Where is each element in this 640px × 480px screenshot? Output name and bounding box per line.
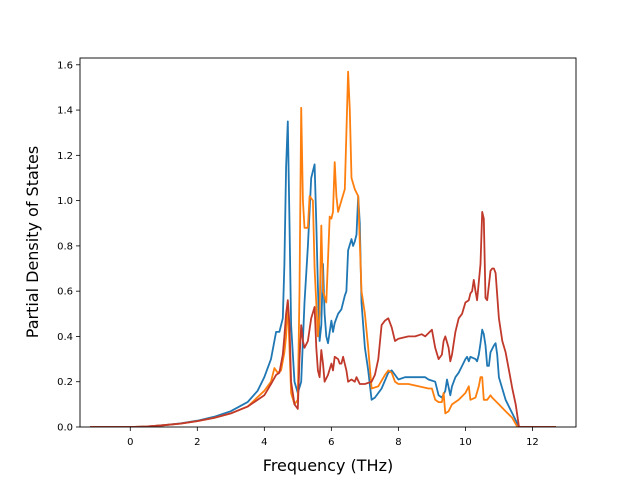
y-tick-label: 0.6 — [57, 287, 73, 298]
series-line-3 — [90, 211, 556, 427]
x-axis-ticks: 0 2 4 6 8 10 12 — [127, 427, 539, 448]
x-tick-label: 8 — [395, 437, 401, 448]
x-tick-label: 10 — [459, 437, 472, 448]
x-axis-label: Frequency (THz) — [263, 456, 393, 475]
x-tick-label: 0 — [127, 437, 133, 448]
plot-border — [79, 57, 577, 428]
x-tick-label: 6 — [328, 437, 334, 448]
series-lines — [90, 70, 556, 427]
y-tick-label: 0.2 — [57, 377, 73, 388]
y-tick-label: 1.4 — [57, 106, 73, 117]
x-tick-label: 2 — [194, 437, 200, 448]
y-tick-label: 0.8 — [57, 241, 73, 252]
y-tick-label: 0.4 — [57, 332, 73, 343]
y-axis-ticks: 0.0 0.2 0.4 0.6 0.8 1.0 1.2 1.4 1.6 — [57, 60, 80, 434]
y-tick-label: 0.0 — [57, 423, 73, 434]
x-tick-label: 4 — [261, 437, 267, 448]
axes-frame — [79, 57, 577, 428]
y-axis-label: Partial Density of States — [23, 146, 42, 338]
y-tick-label: 1.6 — [57, 60, 73, 71]
y-tick-label: 1.2 — [57, 151, 73, 162]
y-tick-label: 1.0 — [57, 196, 73, 207]
series-line-2 — [90, 70, 556, 427]
x-tick-label: 12 — [526, 437, 539, 448]
